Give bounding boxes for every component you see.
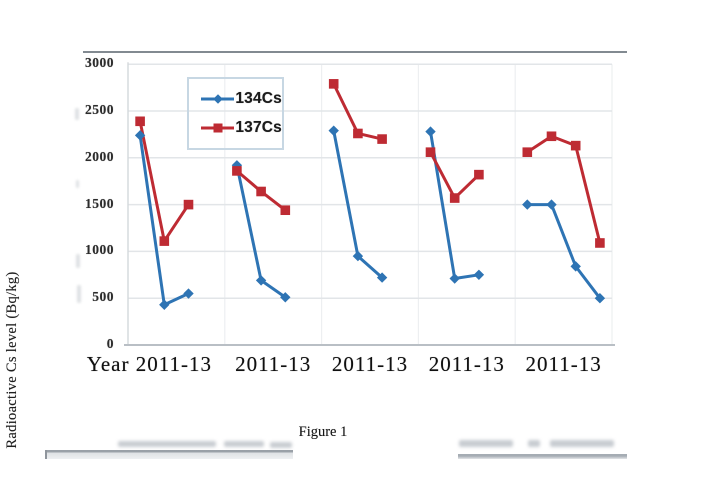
data-point-137Cs xyxy=(546,131,557,142)
data-point-134Cs xyxy=(473,269,485,280)
data-point-137Cs xyxy=(328,79,339,89)
diamond-marker-icon xyxy=(201,94,235,104)
redacted-text-smudge xyxy=(118,441,216,447)
data-point-137Cs xyxy=(353,128,363,139)
series-line-137Cs xyxy=(525,134,602,245)
data-point-137Cs xyxy=(449,193,460,203)
y-tick-label: 0 xyxy=(106,336,114,351)
y-tick-label: 500 xyxy=(92,289,114,305)
scan-speck xyxy=(76,254,80,268)
data-point-137Cs xyxy=(595,238,605,248)
redacted-text-smudge xyxy=(224,441,264,447)
x-axis-label: 2011-13 xyxy=(525,352,602,376)
legend-item-137Cs: 137Cs xyxy=(199,119,282,137)
y-tick-label: 2000 xyxy=(85,148,114,164)
figure-caption: Figure 1 xyxy=(298,424,348,440)
data-point-137Cs xyxy=(280,205,291,216)
data-point-137Cs xyxy=(159,236,170,246)
data-point-134Cs xyxy=(546,199,557,210)
data-point-134Cs xyxy=(376,272,388,283)
y-tick-label: 2500 xyxy=(85,102,114,117)
data-point-134Cs xyxy=(159,299,170,310)
legend-marker xyxy=(213,123,223,133)
x-axis-label: Year 2011-13 xyxy=(86,352,212,376)
figure-top-border xyxy=(83,51,627,53)
series-line-134Cs xyxy=(525,203,602,300)
cropped-row-edge-right xyxy=(458,454,627,459)
legend-item-134Cs: 134Cs xyxy=(199,90,282,108)
legend-label: 134Cs xyxy=(235,90,282,107)
data-point-134Cs xyxy=(352,250,364,262)
y-tick-label: 1500 xyxy=(85,195,114,211)
redacted-text-smudge xyxy=(528,440,540,447)
y-tick-label: 3000 xyxy=(85,55,114,71)
data-point-137Cs xyxy=(135,116,145,127)
data-point-134Cs xyxy=(522,199,533,210)
scan-speck xyxy=(77,285,81,303)
chart-legend: 134Cs 137Cs xyxy=(187,77,284,150)
data-point-137Cs xyxy=(256,186,266,197)
data-point-134Cs xyxy=(570,261,581,272)
data-point-134Cs xyxy=(449,273,460,284)
legend-marker xyxy=(213,94,223,104)
data-point-134Cs xyxy=(134,130,146,141)
data-point-137Cs xyxy=(183,199,194,210)
data-point-137Cs xyxy=(425,147,436,157)
data-point-134Cs xyxy=(183,288,194,299)
redacted-text-smudge xyxy=(270,442,292,448)
data-point-134Cs xyxy=(425,126,436,137)
data-point-134Cs xyxy=(328,125,339,136)
scan-speck xyxy=(76,180,79,188)
x-axis: Year 2011-13 2011-13 2011-13 2011-13 2011-13 xyxy=(0,352,705,380)
data-point-134Cs xyxy=(255,275,267,286)
data-point-134Cs xyxy=(594,293,606,304)
x-axis-label: 2011-13 xyxy=(428,352,505,376)
legend-label: 137Cs xyxy=(235,119,282,136)
cropped-row-edge-left xyxy=(45,450,293,459)
y-tick-label: 1000 xyxy=(85,242,114,258)
data-point-134Cs xyxy=(280,292,291,303)
data-point-137Cs xyxy=(474,169,484,180)
data-point-137Cs xyxy=(522,147,533,157)
redacted-text-smudge xyxy=(550,440,614,447)
data-point-137Cs xyxy=(232,166,242,176)
x-axis-label: 2011-13 xyxy=(331,352,409,376)
data-point-137Cs xyxy=(570,140,581,151)
square-marker-icon xyxy=(201,123,235,133)
scan-speck xyxy=(75,108,79,120)
x-axis-label: 2011-13 xyxy=(235,352,312,376)
data-point-137Cs xyxy=(377,134,387,144)
redacted-text-smudge xyxy=(459,440,513,447)
